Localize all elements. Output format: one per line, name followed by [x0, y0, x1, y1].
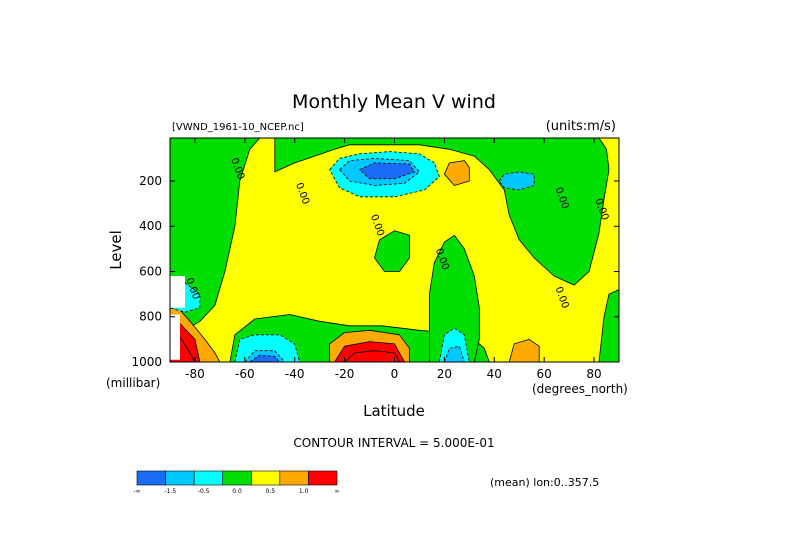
colorbar-label: -1.5	[164, 488, 176, 495]
x-tick-label: -60	[235, 367, 255, 381]
colorbar-swatch	[193, 470, 224, 486]
y-axis-title: Level	[107, 230, 125, 270]
colorbar-label: 1.0	[299, 488, 309, 495]
y-tick-label: 1000	[131, 355, 162, 369]
contour-region	[443, 160, 470, 186]
colorbar-label: 0.0	[232, 488, 242, 495]
y-tick-label: 200	[139, 174, 162, 188]
x-tick-label: -80	[185, 367, 205, 381]
colorbar-swatch	[250, 470, 281, 486]
x-tick-label: -40	[285, 367, 305, 381]
colorbar-label: -0.5	[198, 488, 210, 495]
x-tick-label: 20	[437, 367, 452, 381]
colorbar: -∞ -1.5 -0.5 0.0 0.5 1.0 ∞	[133, 470, 340, 495]
contour-interval-label: CONTOUR INTERVAL = 5.000E-01	[293, 436, 494, 450]
colorbar-label: ∞	[335, 488, 340, 495]
units-label: (units:m/s)	[546, 119, 616, 134]
colorbar-swatch	[136, 470, 166, 486]
colorbar-label: -∞	[133, 488, 140, 495]
x-axis: -80 -60 -40 -20 0 20 40 60 80	[185, 138, 602, 381]
y-axis: 200 400 600 800 1000	[131, 174, 619, 369]
x-tick-label: -20	[335, 367, 355, 381]
contour-fills	[169, 137, 620, 363]
x-axis-unit: (degrees_north)	[532, 382, 628, 396]
x-tick-label: 80	[586, 367, 601, 381]
colorbar-swatch	[165, 470, 195, 486]
colorbar-swatch	[308, 470, 338, 486]
contour-region	[498, 171, 535, 191]
x-tick-label: 40	[487, 367, 502, 381]
plot-area: 0.000.000.000.000.000.00 0.000.00 -80 -60-…	[131, 137, 620, 381]
colorbar-label: 0.5	[266, 488, 276, 495]
colorbar-swatch	[279, 470, 309, 486]
y-tick-label: 600	[139, 264, 162, 278]
y-tick-label: 800	[139, 310, 162, 324]
contour-region	[374, 230, 410, 272]
chart-title: Monthly Mean V wind	[292, 91, 496, 113]
x-axis-title: Latitude	[363, 402, 425, 420]
x-tick-label: 60	[537, 367, 552, 381]
colorbar-swatch	[222, 470, 252, 486]
contour-region	[170, 276, 185, 308]
contour-region	[170, 314, 180, 360]
dataset-label: [VWND_1961-10_NCEP.nc]	[172, 122, 304, 133]
y-axis-unit: (millibar)	[106, 376, 160, 390]
contour-region	[428, 234, 480, 363]
contour-region	[359, 162, 415, 180]
x-tick-label: 0	[391, 367, 399, 381]
y-tick-label: 400	[139, 219, 162, 233]
contour-region	[249, 354, 281, 363]
mean-label: (mean) lon:0..357.5	[490, 476, 599, 489]
